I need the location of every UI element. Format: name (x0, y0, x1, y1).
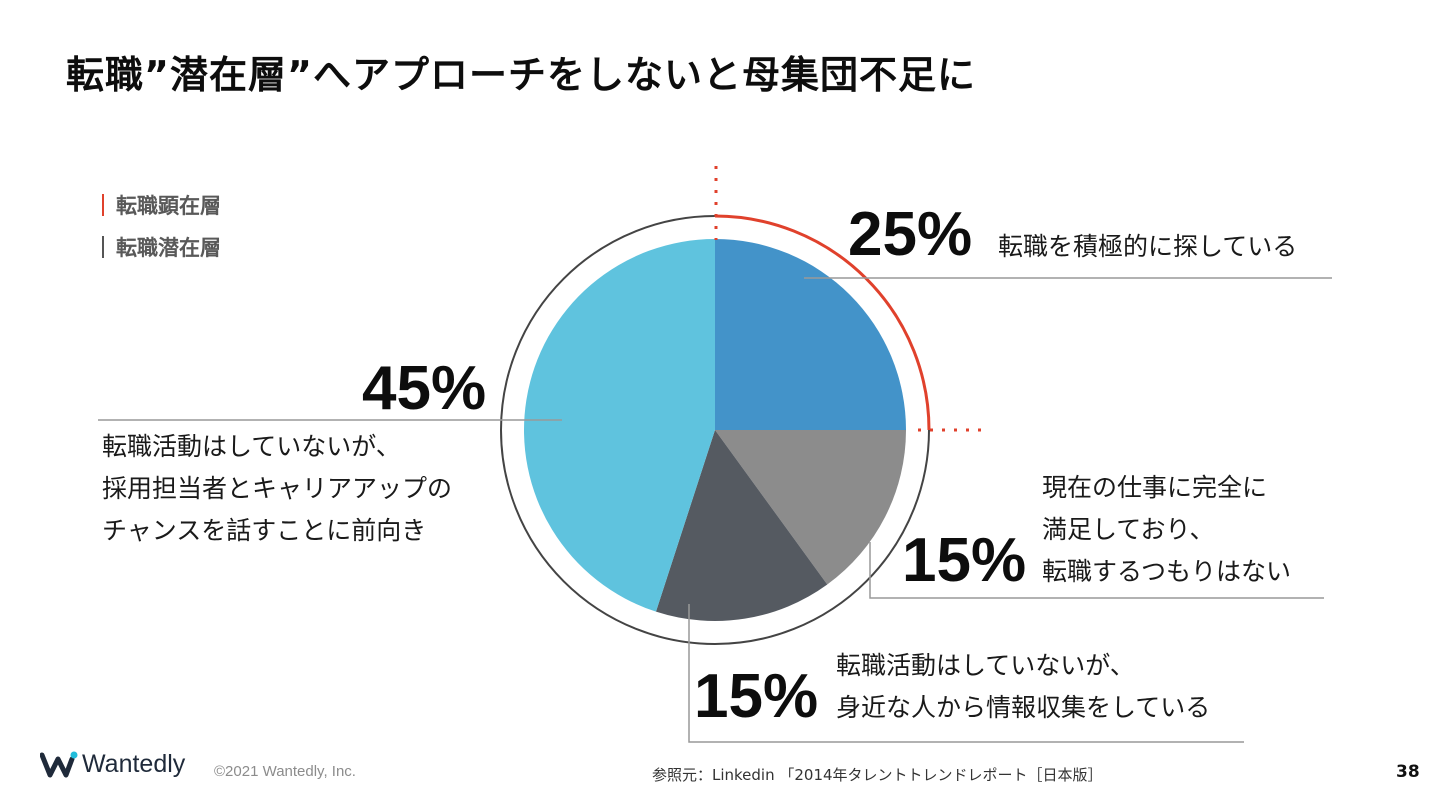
wantedly-logo-text: Wantedly (82, 750, 186, 778)
slice-desc-45: 転職活動はしていないが、 採用担当者とキャリアアップの チャンスを話すことに前向… (102, 426, 452, 552)
desc-line: 転職活動はしていないが、 (102, 432, 401, 461)
legend-label-active: 転職顕在層 (116, 194, 221, 218)
copyright: ©2021 Wantedly, Inc. (214, 763, 356, 780)
desc-line: 満足しており、 (1042, 515, 1215, 544)
source-citation: 参照元：Linkedin 「2014年タレントトレンドレポート［日本版］ (652, 766, 1103, 784)
legend: 転職顕在層 転職潜在層 (102, 190, 221, 274)
pie-slice-3 (524, 239, 715, 612)
desc-line: 転職活動はしていないが、 (836, 651, 1135, 680)
wantedly-logo: Wantedly (40, 750, 185, 779)
legend-item-latent: 転職潜在層 (102, 232, 221, 262)
desc-line: チャンスを話すことに前向き (102, 516, 427, 545)
legend-label-latent: 転職潜在層 (116, 236, 221, 260)
slice-desc-15-info: 転職活動はしていないが、 身近な人から情報収集をしている (836, 645, 1210, 729)
pie-slice-0 (715, 239, 906, 430)
legend-marker-active (102, 194, 104, 216)
pie-slice-1 (715, 430, 906, 585)
desc-line: 転職を積極的に探している (998, 232, 1298, 261)
slice-percent-25: 25% (848, 200, 973, 269)
wantedly-logo-icon (40, 751, 78, 777)
desc-line: 現在の仕事に完全に (1042, 473, 1268, 502)
page-number: 38 (1396, 762, 1420, 782)
leader-line-15a (869, 542, 1324, 599)
leader-line-15b (688, 604, 1244, 743)
slice-percent-15-satisfied: 15% (902, 526, 1027, 595)
desc-line: 転職するつもりはない (1042, 557, 1292, 586)
slice-desc-25: 転職を積極的に探している (998, 226, 1297, 268)
legend-marker-latent (102, 236, 104, 258)
pie-slice-2 (655, 430, 828, 621)
desc-line: 身近な人から情報収集をしている (836, 693, 1211, 722)
slice-percent-15-info: 15% (694, 662, 819, 731)
legend-item-active: 転職顕在層 (102, 190, 221, 220)
slice-percent-45: 45% (362, 354, 487, 423)
slice-desc-15-satisfied: 現在の仕事に完全に 満足しており、 転職するつもりはない (1042, 467, 1291, 593)
page-title: 転職”潜在層”へアプローチをしないと母集団不足に (66, 53, 976, 97)
desc-line: 採用担当者とキャリアアップの (102, 474, 453, 503)
